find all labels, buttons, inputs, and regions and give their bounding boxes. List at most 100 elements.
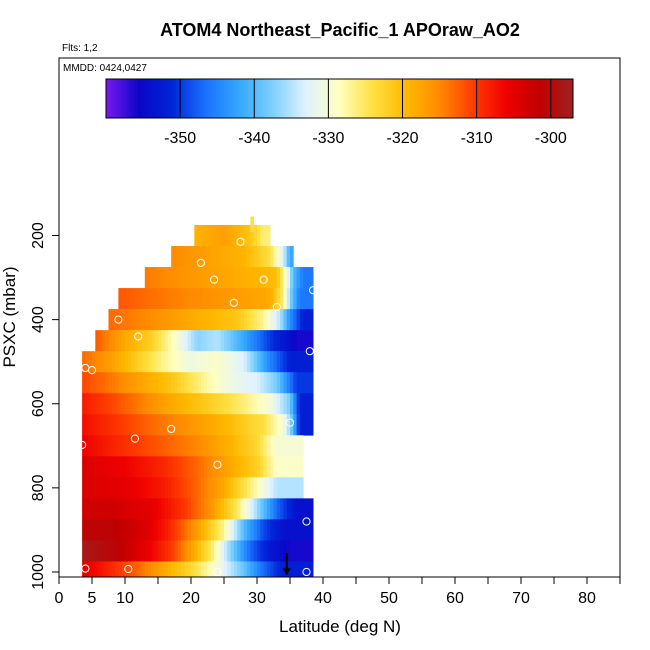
heatmap-cell bbox=[227, 288, 231, 310]
x-axis: 0 5 10 20 30 40 50 60 70 80 bbox=[55, 577, 621, 607]
heatmap-cell bbox=[230, 519, 235, 541]
heatmap-cell bbox=[95, 540, 99, 562]
heatmap-cell bbox=[230, 351, 235, 373]
heatmap-cell bbox=[270, 309, 274, 331]
heatmap-cell bbox=[197, 393, 202, 415]
heatmap-cell bbox=[118, 561, 123, 578]
heatmap-cell bbox=[233, 288, 238, 310]
heatmap-cell bbox=[164, 540, 169, 562]
heatmap-cell bbox=[121, 393, 126, 415]
heatmap-cell bbox=[138, 330, 142, 352]
heatmap-cell bbox=[253, 477, 258, 499]
heatmap-cell bbox=[240, 393, 245, 415]
heatmap-cell bbox=[224, 330, 228, 352]
heatmap-cell bbox=[293, 267, 297, 289]
heatmap-cell bbox=[260, 330, 264, 352]
heatmap-cell bbox=[247, 456, 251, 478]
heatmap-cell bbox=[276, 414, 281, 436]
heatmap-cell bbox=[207, 351, 212, 373]
colorbar-scale bbox=[105, 78, 574, 119]
heatmap-cell bbox=[263, 435, 268, 457]
heatmap-cell bbox=[177, 456, 182, 478]
heatmap-cell bbox=[220, 456, 225, 478]
heatmap-cell bbox=[306, 540, 311, 562]
heatmap-cell bbox=[200, 414, 205, 436]
heatmap-cell bbox=[266, 288, 271, 310]
heatmap-cell bbox=[266, 519, 271, 541]
heatmap-cell bbox=[286, 246, 291, 268]
heatmap-cell bbox=[243, 351, 248, 373]
heatmap-cell bbox=[220, 309, 225, 331]
heatmap-cell bbox=[148, 393, 152, 415]
heatmap-cell bbox=[257, 561, 261, 578]
heatmap-cell bbox=[125, 393, 129, 415]
heatmap-cell bbox=[303, 351, 307, 373]
heatmap-cell bbox=[161, 456, 165, 478]
heatmap-cell bbox=[161, 330, 165, 352]
heatmap-cell bbox=[95, 456, 99, 478]
heatmap-cell bbox=[197, 498, 202, 520]
heatmap-cell bbox=[154, 456, 159, 478]
observation-point bbox=[259, 275, 268, 284]
heatmap-cell bbox=[247, 561, 251, 578]
heatmap-cell bbox=[171, 288, 175, 310]
heatmap-cell bbox=[111, 309, 116, 331]
heatmap-cell bbox=[92, 372, 96, 394]
heatmap-cell bbox=[191, 519, 195, 541]
heatmap-cell bbox=[125, 330, 129, 352]
heatmap-cell bbox=[250, 216, 255, 232]
heatmap-cell bbox=[204, 477, 208, 499]
heatmap-cell bbox=[260, 224, 264, 247]
heatmap-cell bbox=[220, 540, 225, 562]
heatmap-cell bbox=[141, 561, 146, 578]
heatmap-cell bbox=[191, 330, 195, 352]
heatmap-cell bbox=[280, 561, 284, 578]
heatmap-cell bbox=[134, 498, 139, 520]
heatmap-cell bbox=[174, 330, 179, 352]
heatmap-cell bbox=[217, 288, 222, 310]
heatmap-cell bbox=[257, 246, 261, 268]
heatmap-cell bbox=[263, 540, 268, 562]
heatmap-cell bbox=[92, 519, 96, 541]
heatmap-cell bbox=[184, 267, 189, 289]
heatmap-cell bbox=[177, 519, 182, 541]
heatmap-cell bbox=[101, 498, 106, 520]
heatmap-cell bbox=[148, 561, 152, 578]
heatmap-cell bbox=[138, 288, 142, 310]
heatmap-cell bbox=[88, 456, 93, 478]
heatmap-cell bbox=[138, 414, 142, 436]
heatmap-cell bbox=[125, 498, 129, 520]
heatmap-cell bbox=[191, 309, 195, 331]
heatmap-cell bbox=[187, 288, 192, 310]
heatmap-cell bbox=[220, 498, 225, 520]
heatmap-cell bbox=[309, 351, 314, 373]
observation-point bbox=[302, 517, 311, 526]
heatmap-cell bbox=[187, 435, 192, 457]
heatmap-cell bbox=[207, 393, 212, 415]
heatmap-cell bbox=[161, 309, 165, 331]
heatmap-cell bbox=[273, 309, 278, 331]
heatmap-cell bbox=[118, 414, 123, 436]
heatmap-cell bbox=[167, 561, 172, 578]
heatmap-cell bbox=[299, 393, 304, 415]
heatmap-cell bbox=[171, 267, 175, 289]
heatmap-cell bbox=[276, 456, 281, 478]
heatmap-cell bbox=[181, 351, 185, 373]
heatmap-cell bbox=[276, 267, 281, 289]
heatmap-cell bbox=[296, 435, 301, 457]
heatmap-cell bbox=[167, 372, 172, 394]
heatmap-cell bbox=[200, 477, 205, 499]
heatmap-cell bbox=[105, 498, 109, 520]
heatmap-cell bbox=[200, 561, 205, 578]
heatmap-cell bbox=[257, 414, 261, 436]
heatmap-cell bbox=[92, 435, 96, 457]
heatmap-cell bbox=[270, 267, 274, 289]
heatmap-cell bbox=[174, 309, 179, 331]
heatmap-cell bbox=[118, 498, 123, 520]
heatmap-cell bbox=[151, 372, 156, 394]
heatmap-cell bbox=[240, 519, 245, 541]
heatmap-cell bbox=[200, 498, 205, 520]
heatmap-cell bbox=[230, 267, 235, 289]
heatmap-cell bbox=[111, 540, 116, 562]
heatmap-cell bbox=[82, 456, 86, 478]
